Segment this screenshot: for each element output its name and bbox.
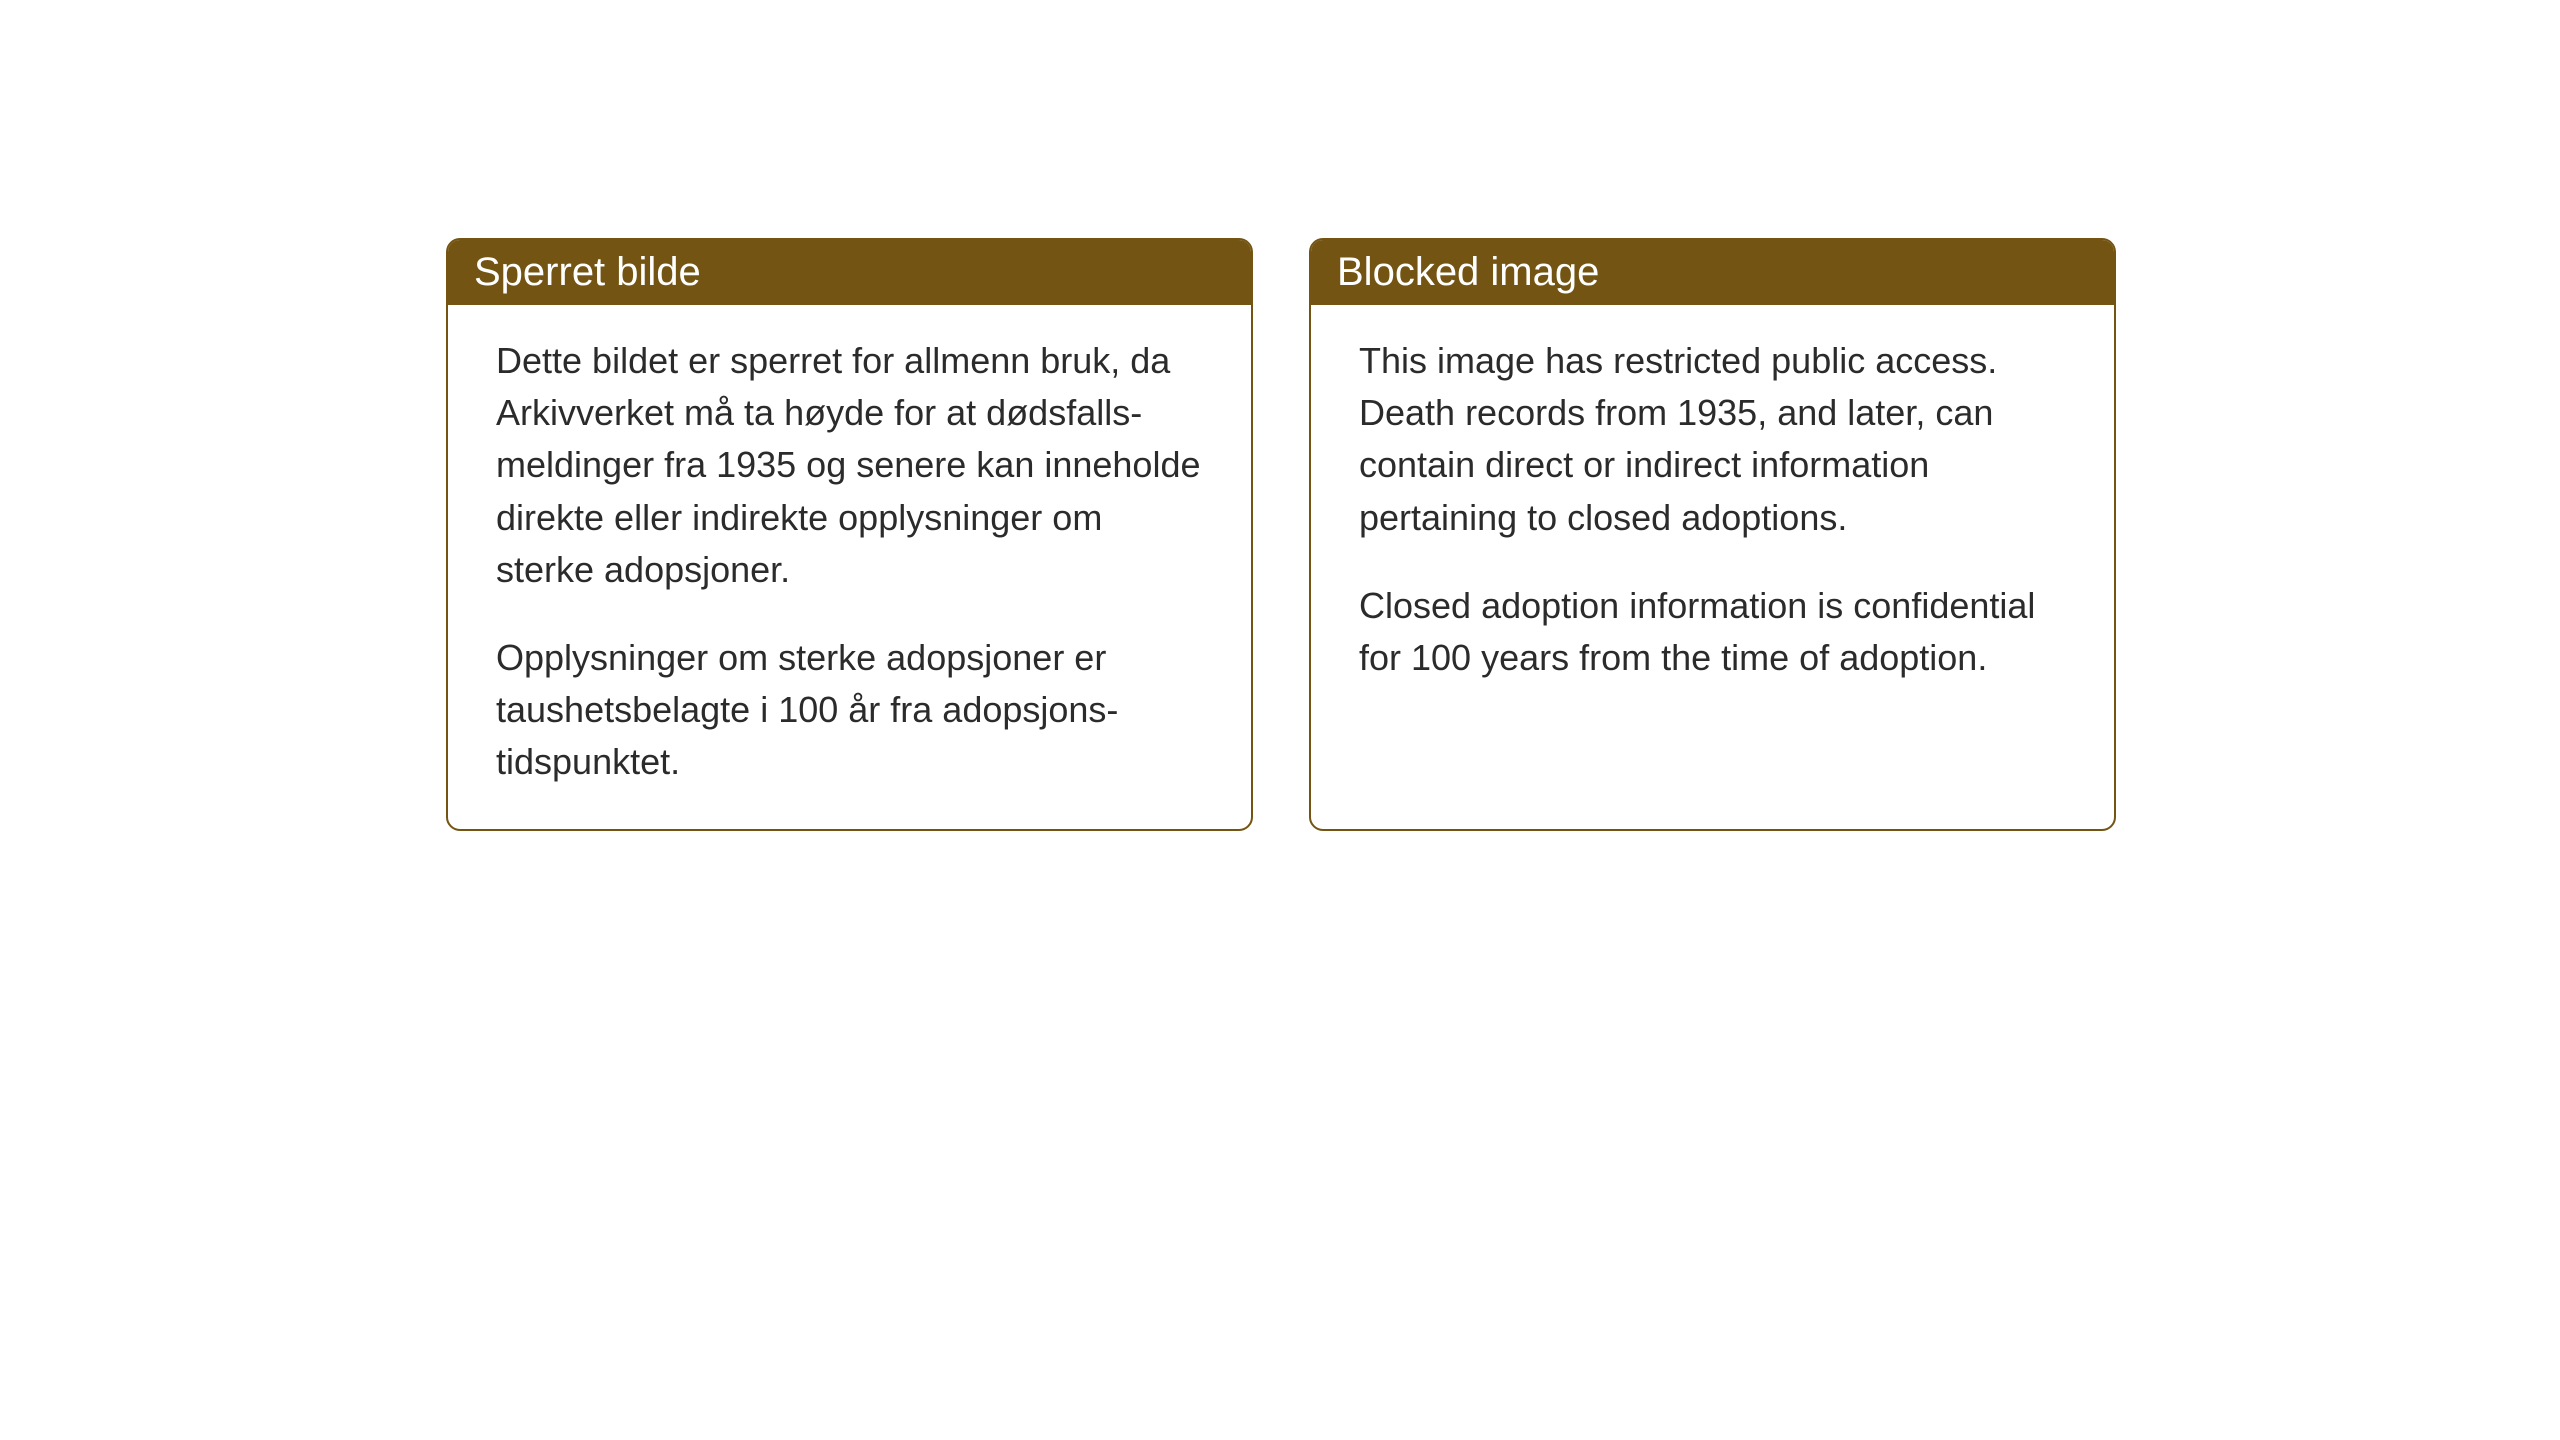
english-card-body: This image has restricted public access.… [1311,305,2114,745]
english-paragraph-1: This image has restricted public access.… [1359,335,2066,544]
english-paragraph-2: Closed adoption information is confident… [1359,580,2066,684]
norwegian-paragraph-2: Opplysninger om sterke adopsjoner er tau… [496,632,1203,789]
norwegian-notice-card: Sperret bilde Dette bildet er sperret fo… [446,238,1253,831]
norwegian-paragraph-1: Dette bildet er sperret for allmenn bruk… [496,335,1203,596]
english-card-title: Blocked image [1311,240,2114,305]
notice-cards-container: Sperret bilde Dette bildet er sperret fo… [446,238,2116,831]
english-notice-card: Blocked image This image has restricted … [1309,238,2116,831]
norwegian-card-title: Sperret bilde [448,240,1251,305]
norwegian-card-body: Dette bildet er sperret for allmenn bruk… [448,305,1251,829]
